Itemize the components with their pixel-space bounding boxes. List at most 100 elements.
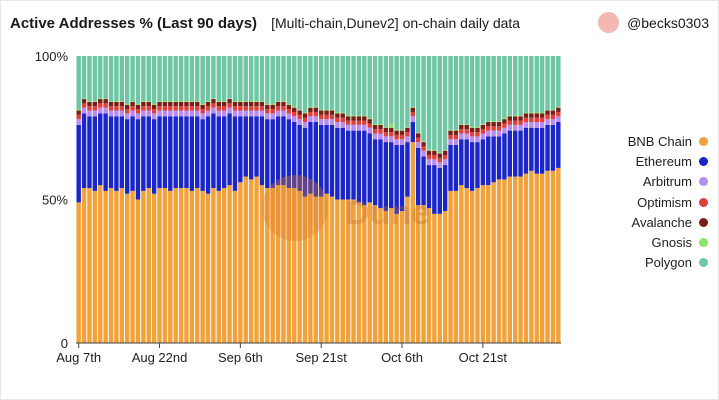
- bar-segment-ethereum[interactable]: [308, 122, 313, 194]
- bar-segment-gnosis[interactable]: [270, 103, 275, 105]
- bar-segment-optimism[interactable]: [410, 111, 416, 117]
- bar-segment-optimism[interactable]: [308, 111, 313, 117]
- bar-segment-avalanche[interactable]: [221, 101, 227, 107]
- bar-segment-arbitrum[interactable]: [329, 119, 335, 125]
- bar-segment-polygon[interactable]: [534, 56, 539, 113]
- bar-segment-gnosis[interactable]: [119, 101, 125, 102]
- bar-segment-gnosis[interactable]: [340, 112, 345, 114]
- bar-segment-bnb-chain[interactable]: [351, 199, 356, 344]
- bar-segment-polygon[interactable]: [512, 56, 518, 116]
- bar-segment-arbitrum[interactable]: [216, 110, 222, 117]
- bar-segment-arbitrum[interactable]: [432, 159, 437, 166]
- bar-segment-gnosis[interactable]: [534, 112, 539, 114]
- bar-segment-bnb-chain[interactable]: [265, 188, 270, 343]
- bar-segment-polygon[interactable]: [216, 56, 222, 102]
- bar-stack[interactable]: [453, 56, 459, 343]
- bar-segment-bnb-chain[interactable]: [81, 188, 87, 343]
- bar-segment-optimism[interactable]: [529, 117, 534, 123]
- bar-segment-optimism[interactable]: [362, 120, 367, 125]
- bar-segment-ethereum[interactable]: [81, 113, 87, 189]
- bar-segment-ethereum[interactable]: [394, 144, 399, 214]
- bar-segment-arbitrum[interactable]: [448, 139, 453, 145]
- bar-stack[interactable]: [168, 56, 173, 343]
- bar-stack[interactable]: [550, 56, 556, 343]
- bar-segment-arbitrum[interactable]: [335, 122, 340, 128]
- bar-segment-ethereum[interactable]: [216, 116, 222, 191]
- bar-segment-arbitrum[interactable]: [491, 130, 496, 137]
- bar-stack[interactable]: [340, 56, 345, 343]
- bar-segment-polygon[interactable]: [486, 56, 491, 122]
- bar-segment-avalanche[interactable]: [211, 99, 216, 104]
- bar-segment-optimism[interactable]: [286, 109, 292, 114]
- bar-segment-optimism[interactable]: [329, 114, 335, 120]
- bar-segment-optimism[interactable]: [151, 109, 157, 114]
- bar-segment-arbitrum[interactable]: [81, 107, 87, 114]
- bar-segment-polygon[interactable]: [415, 56, 421, 133]
- bar-segment-ethereum[interactable]: [124, 119, 130, 194]
- bar-segment-bnb-chain[interactable]: [211, 188, 216, 343]
- bar-stack[interactable]: [308, 56, 313, 343]
- bar-stack[interactable]: [491, 56, 496, 343]
- bar-stack[interactable]: [475, 56, 480, 343]
- bar-segment-gnosis[interactable]: [157, 101, 162, 102]
- bar-stack[interactable]: [518, 56, 523, 343]
- bar-segment-gnosis[interactable]: [351, 115, 356, 117]
- bar-segment-optimism[interactable]: [383, 132, 389, 137]
- bar-segment-polygon[interactable]: [286, 56, 292, 104]
- bar-segment-avalanche[interactable]: [469, 127, 475, 133]
- bar-segment-avalanche[interactable]: [459, 124, 464, 130]
- bar-segment-polygon[interactable]: [227, 56, 232, 99]
- bar-segment-gnosis[interactable]: [539, 112, 545, 114]
- bar-stack[interactable]: [512, 56, 518, 343]
- bar-segment-avalanche[interactable]: [157, 101, 162, 107]
- bar-segment-avalanche[interactable]: [340, 113, 345, 118]
- bar-segment-avalanche[interactable]: [308, 107, 313, 112]
- bar-segment-optimism[interactable]: [189, 106, 195, 111]
- bar-segment-bnb-chain[interactable]: [189, 190, 195, 343]
- bar-segment-optimism[interactable]: [281, 106, 286, 111]
- bar-segment-avalanche[interactable]: [491, 122, 496, 127]
- bar-segment-avalanche[interactable]: [195, 101, 200, 107]
- bar-segment-arbitrum[interactable]: [345, 124, 351, 131]
- bar-segment-ethereum[interactable]: [184, 116, 189, 189]
- bar-segment-gnosis[interactable]: [518, 115, 523, 117]
- bar-segment-polygon[interactable]: [254, 56, 259, 102]
- bar-stack[interactable]: [205, 56, 211, 343]
- bar-segment-gnosis[interactable]: [345, 115, 351, 117]
- bar-segment-polygon[interactable]: [345, 56, 351, 116]
- bar-segment-polygon[interactable]: [378, 56, 383, 125]
- bar-segment-optimism[interactable]: [367, 123, 372, 128]
- bar-segment-optimism[interactable]: [475, 132, 480, 137]
- bar-stack[interactable]: [313, 56, 319, 343]
- bar-segment-ethereum[interactable]: [351, 130, 356, 200]
- bar-segment-avalanche[interactable]: [480, 124, 486, 130]
- bar-segment-bnb-chain[interactable]: [227, 185, 232, 343]
- bar-segment-arbitrum[interactable]: [200, 113, 205, 120]
- bar-segment-ethereum[interactable]: [539, 127, 545, 174]
- bar-segment-optimism[interactable]: [248, 106, 254, 111]
- bar-segment-polygon[interactable]: [243, 56, 248, 102]
- bar-segment-polygon[interactable]: [362, 56, 367, 116]
- bar-segment-avalanche[interactable]: [367, 119, 372, 124]
- bar-segment-arbitrum[interactable]: [421, 150, 426, 157]
- bar-segment-polygon[interactable]: [124, 56, 130, 104]
- bar-segment-bnb-chain[interactable]: [529, 170, 534, 343]
- bar-stack[interactable]: [114, 56, 119, 343]
- bar-segment-ethereum[interactable]: [227, 113, 232, 186]
- bar-segment-avalanche[interactable]: [108, 101, 114, 107]
- bar-segment-polygon[interactable]: [405, 56, 410, 127]
- bar-stack[interactable]: [232, 56, 238, 343]
- bar-stack[interactable]: [426, 56, 432, 343]
- bar-stack[interactable]: [335, 56, 340, 343]
- bar-segment-avalanche[interactable]: [275, 101, 281, 107]
- bar-stack[interactable]: [507, 56, 513, 343]
- bar-segment-arbitrum[interactable]: [146, 110, 151, 117]
- bar-segment-optimism[interactable]: [405, 132, 410, 137]
- bar-segment-bnb-chain[interactable]: [130, 190, 135, 343]
- bar-segment-arbitrum[interactable]: [502, 127, 507, 134]
- bar-segment-optimism[interactable]: [146, 106, 151, 111]
- bar-segment-gnosis[interactable]: [173, 101, 178, 102]
- bar-stack[interactable]: [270, 56, 275, 343]
- bar-segment-bnb-chain[interactable]: [432, 213, 437, 343]
- bar-segment-ethereum[interactable]: [335, 127, 340, 200]
